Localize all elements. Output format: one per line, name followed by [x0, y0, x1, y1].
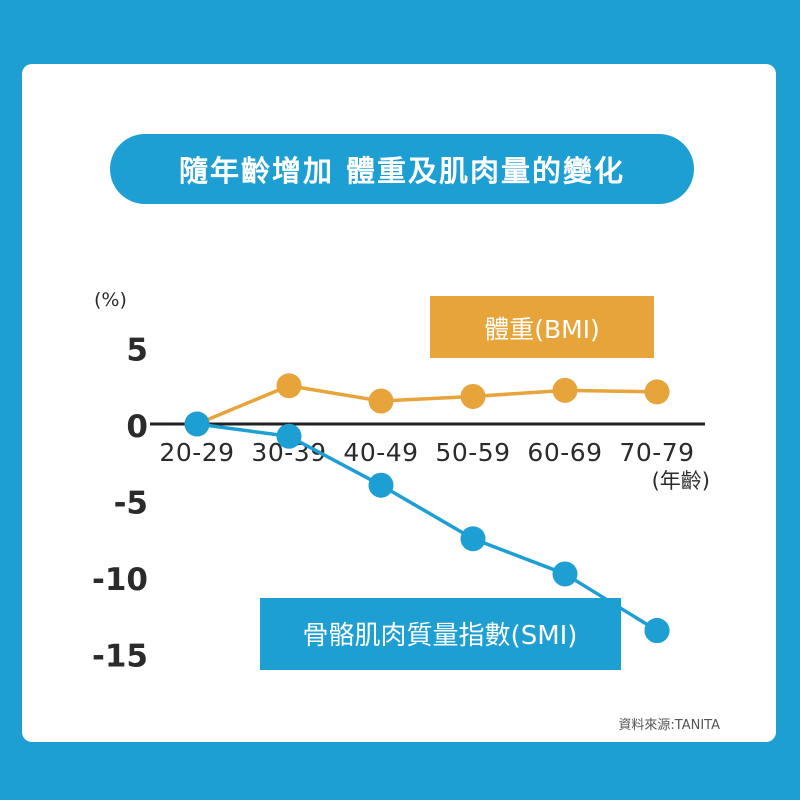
bmi-data-point [552, 377, 578, 403]
x-tick-label: 50-59 [435, 438, 510, 467]
smi-legend-label: 骨骼肌肉質量指數(SMI) [303, 621, 578, 651]
smi-data-point [184, 411, 210, 437]
x-axis-unit-label: (年齡) [652, 469, 710, 493]
y-axis-unit-label: (%) [94, 289, 127, 311]
smi-data-point [552, 561, 578, 587]
y-tick-label: 0 [126, 409, 148, 445]
bmi-data-point [460, 383, 486, 409]
smi-legend-box [260, 598, 621, 670]
y-tick-label: 5 [126, 333, 148, 369]
x-tick-label: 20-29 [159, 438, 234, 467]
bmi-data-point [368, 388, 394, 414]
x-tick-label: 70-79 [619, 438, 694, 467]
smi-data-point [276, 423, 302, 449]
y-tick-label: -5 [114, 486, 148, 522]
smi-data-point [368, 472, 394, 498]
y-tick-label: -15 [92, 639, 148, 675]
x-tick-label: 40-49 [343, 438, 418, 467]
smi-data-point [644, 618, 670, 644]
y-tick-label: -10 [92, 562, 148, 598]
smi-data-point [460, 526, 486, 552]
source-note: 資料來源:TANITA [618, 718, 720, 733]
bmi-legend-label: 體重(BMI) [484, 315, 600, 344]
smi-series-line [196, 422, 658, 633]
bmi-data-point [644, 379, 670, 405]
bmi-series-line [196, 384, 658, 426]
chart-title: 隨年齡增加 體重及肌肉量的變化 [110, 134, 694, 204]
x-tick-label: 60-69 [527, 438, 602, 467]
bmi-legend-box [430, 296, 654, 358]
bmi-data-point [276, 373, 302, 399]
